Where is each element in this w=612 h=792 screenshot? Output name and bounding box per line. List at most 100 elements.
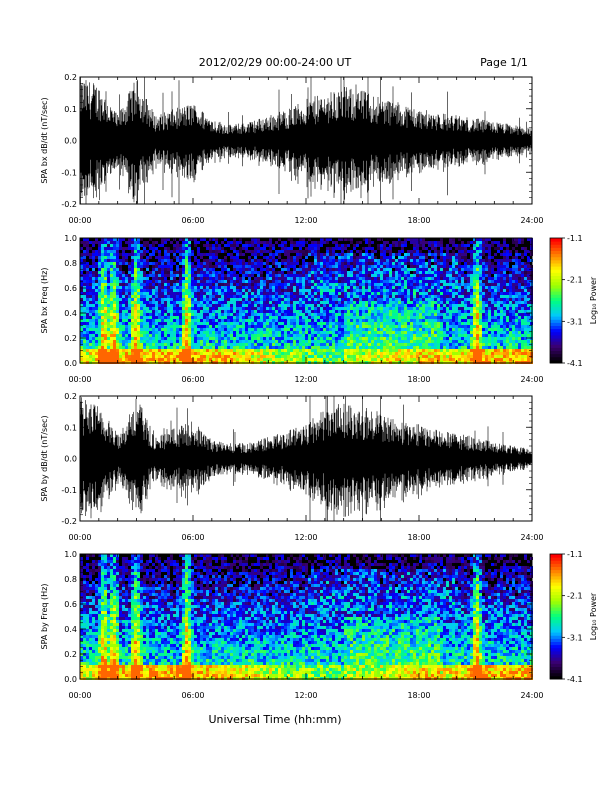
spectrogram-cell bbox=[260, 322, 263, 325]
spectrogram-cell bbox=[143, 289, 146, 292]
spectrogram-cell bbox=[407, 292, 410, 295]
spectrogram-cell bbox=[413, 292, 416, 295]
spectrogram-cell bbox=[146, 256, 149, 259]
spectrogram-cell bbox=[80, 310, 83, 313]
spectrogram-cell bbox=[185, 358, 188, 361]
spectrogram-cell bbox=[314, 286, 317, 289]
spectrogram-cell bbox=[140, 289, 143, 292]
spectrogram-cell bbox=[413, 325, 416, 328]
spectrogram-cell bbox=[89, 358, 92, 361]
spectrogram-cell bbox=[182, 250, 185, 253]
spectrogram-cell bbox=[311, 280, 314, 283]
spectrogram-cell bbox=[338, 244, 341, 247]
spectrogram-cell bbox=[128, 280, 131, 283]
spectrogram-cell bbox=[407, 271, 410, 274]
spectrogram-cell bbox=[326, 349, 329, 352]
spectrogram-cell bbox=[383, 253, 386, 256]
spectrogram-cell bbox=[278, 355, 281, 358]
spectrogram-cell bbox=[215, 349, 218, 352]
spectrogram-cell bbox=[137, 352, 140, 355]
spectrogram-cell bbox=[230, 325, 233, 328]
spectrogram-cell bbox=[248, 274, 251, 277]
spectrogram-cell bbox=[152, 334, 155, 337]
spectrogram-cell bbox=[404, 262, 407, 265]
spectrogram-cell bbox=[362, 271, 365, 274]
spectrogram-cell bbox=[140, 238, 143, 241]
spectrogram-cell bbox=[140, 352, 143, 355]
spectrogram-cell bbox=[344, 277, 347, 280]
spectrogram-cell bbox=[332, 316, 335, 319]
spectrogram-cell bbox=[317, 262, 320, 265]
spectrogram-cell bbox=[113, 280, 116, 283]
spectrogram-cell bbox=[449, 307, 452, 310]
spectrogram-cell bbox=[392, 322, 395, 325]
spectrogram-cell bbox=[437, 349, 440, 352]
spectrogram-cell bbox=[287, 304, 290, 307]
spectrogram-cell bbox=[320, 349, 323, 352]
spectrogram-cell bbox=[182, 238, 185, 241]
spectrogram-cell bbox=[401, 250, 404, 253]
spectrogram-cell bbox=[335, 304, 338, 307]
spectrogram-cell bbox=[254, 289, 257, 292]
spectrogram-cell bbox=[281, 292, 284, 295]
spectrogram-cell bbox=[254, 319, 257, 322]
spectrogram-cell bbox=[335, 265, 338, 268]
spectrogram-cell bbox=[137, 349, 140, 352]
spectrogram-cell bbox=[89, 271, 92, 274]
spectrogram-cell bbox=[143, 313, 146, 316]
spectrogram-cell bbox=[212, 274, 215, 277]
spectrogram-cell bbox=[326, 301, 329, 304]
spectrogram-cell bbox=[425, 310, 428, 313]
spectrogram-cell bbox=[203, 265, 206, 268]
spectrogram-cell bbox=[233, 286, 236, 289]
spectrogram-cell bbox=[413, 301, 416, 304]
spectrogram-cell bbox=[158, 259, 161, 262]
spectrogram-cell bbox=[254, 262, 257, 265]
spectrogram-cell bbox=[266, 334, 269, 337]
spectrogram-cell bbox=[230, 298, 233, 301]
spectrogram-cell bbox=[188, 340, 191, 343]
spectrogram-cell bbox=[389, 319, 392, 322]
spectrogram-cell bbox=[116, 340, 119, 343]
spectrogram-cell bbox=[341, 277, 344, 280]
spectrogram-cell bbox=[233, 247, 236, 250]
spectrogram-cell bbox=[179, 328, 182, 331]
spectrogram-cell bbox=[362, 274, 365, 277]
spectrogram-cell bbox=[362, 295, 365, 298]
spectrogram-cell bbox=[347, 295, 350, 298]
spectrogram-cell bbox=[344, 244, 347, 247]
spectrogram-cell bbox=[206, 355, 209, 358]
spectrogram-cell bbox=[257, 346, 260, 349]
spectrogram-cell bbox=[428, 262, 431, 265]
spectrogram-cell bbox=[266, 358, 269, 361]
spectrogram-cell bbox=[215, 301, 218, 304]
spectrogram-cell bbox=[209, 304, 212, 307]
spectrogram-cell bbox=[296, 292, 299, 295]
spectrogram-cell bbox=[332, 250, 335, 253]
spectrogram-cell bbox=[125, 355, 128, 358]
spectrogram-cell bbox=[332, 310, 335, 313]
spectrogram-cell bbox=[419, 325, 422, 328]
spectrogram-cell bbox=[437, 241, 440, 244]
spectrogram-cell bbox=[101, 241, 104, 244]
spectrogram-cell bbox=[197, 328, 200, 331]
spectrogram-cell bbox=[215, 289, 218, 292]
spectrogram-cell bbox=[362, 331, 365, 334]
spectrogram-cell bbox=[80, 289, 83, 292]
spectrogram-cell bbox=[200, 316, 203, 319]
spectrogram-cell bbox=[110, 346, 113, 349]
spectrogram-cell bbox=[365, 295, 368, 298]
spectrogram-cell bbox=[284, 328, 287, 331]
spectrogram-cell bbox=[422, 304, 425, 307]
spectrogram-cell bbox=[218, 298, 221, 301]
spectrogram-cell bbox=[446, 328, 449, 331]
spectrogram-cell bbox=[170, 319, 173, 322]
spectrogram-cell bbox=[227, 322, 230, 325]
spectrogram-cell bbox=[116, 247, 119, 250]
spectrogram-cell bbox=[341, 268, 344, 271]
spectrogram-cell bbox=[332, 349, 335, 352]
spectrogram-cell bbox=[128, 334, 131, 337]
spectrogram-cell bbox=[206, 307, 209, 310]
spectrogram-cell bbox=[299, 304, 302, 307]
spectrogram-cell bbox=[203, 325, 206, 328]
